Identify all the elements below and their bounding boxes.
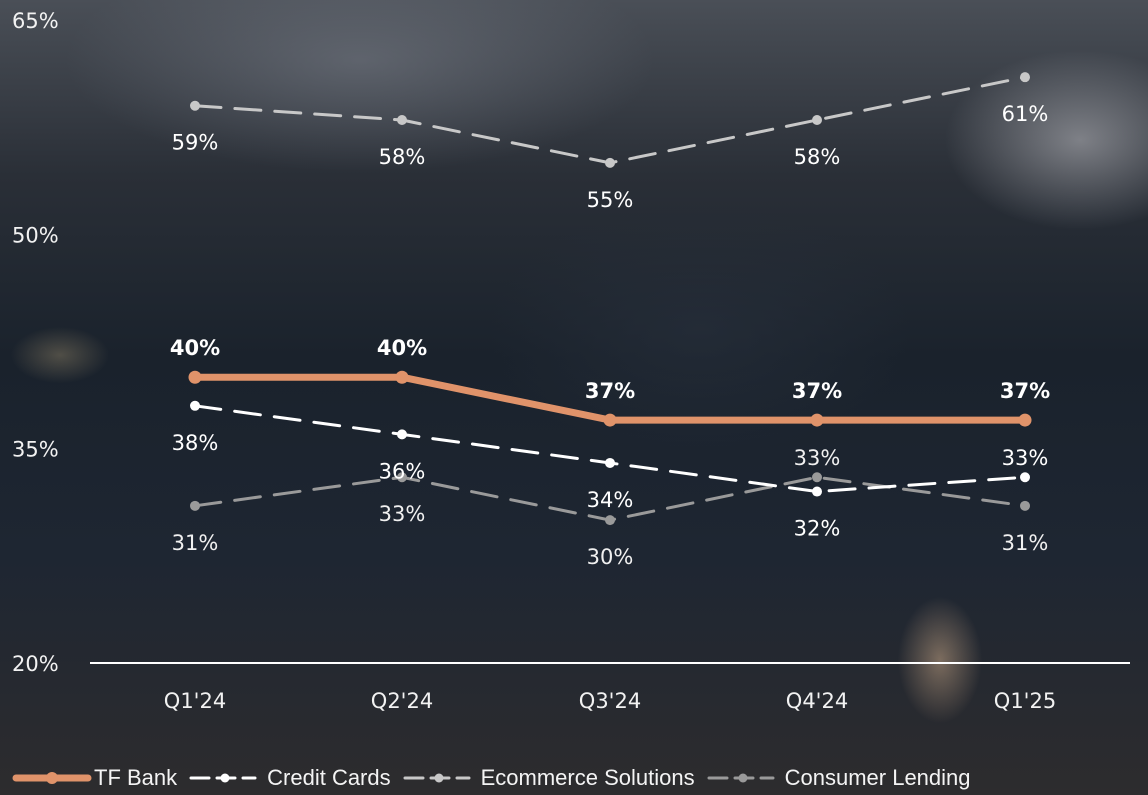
data-label-tf-bank: 37% — [585, 379, 635, 403]
data-label-tf-bank: 40% — [377, 336, 427, 360]
data-label-ecommerce-solutions: 61% — [1002, 102, 1049, 126]
data-point-ecommerce-solutions — [812, 115, 822, 126]
data-point-credit-cards — [1020, 472, 1030, 483]
data-point-tf-bank — [395, 370, 409, 384]
data-label-consumer-lending: 30% — [587, 545, 634, 569]
legend-marker — [434, 773, 444, 783]
data-point-tf-bank — [810, 413, 824, 427]
legend-item-ecommerce-solutions: Ecommerce Solutions — [399, 765, 695, 791]
legend-label: Consumer Lending — [784, 765, 971, 790]
data-label-ecommerce-solutions: 59% — [172, 131, 219, 155]
legend-item-credit-cards: Credit Cards — [185, 765, 391, 791]
data-labels: 59% 58% 55% 58% 61% 31% 33% 30% 33% 31% 38% 36% 34% 3… — [170, 102, 1050, 569]
legend-swatch-credit-cards — [189, 773, 257, 783]
x-tick-label: Q3'24 — [579, 689, 641, 713]
y-tick-label: 50% — [12, 223, 59, 247]
legend-swatch-consumer-lending — [707, 773, 775, 783]
data-point-consumer-lending — [605, 515, 615, 526]
series-layer — [188, 72, 1032, 526]
y-tick-label: 65% — [12, 9, 59, 33]
data-point-credit-cards — [397, 429, 407, 440]
data-label-tf-bank: 40% — [170, 336, 220, 360]
data-point-credit-cards — [190, 400, 200, 411]
data-label-ecommerce-solutions: 58% — [379, 145, 426, 169]
legend-label: Credit Cards — [267, 765, 391, 790]
data-label-credit-cards: 38% — [172, 431, 219, 455]
data-point-consumer-lending — [190, 500, 200, 511]
data-point-tf-bank — [188, 370, 202, 384]
y-tick-label: 20% — [12, 652, 59, 676]
data-label-credit-cards: 33% — [1002, 446, 1049, 470]
data-point-consumer-lending — [397, 472, 407, 483]
data-label-tf-bank: 37% — [792, 379, 842, 403]
x-tick-label: Q1'25 — [994, 689, 1056, 713]
data-point-tf-bank — [1018, 413, 1032, 427]
data-label-ecommerce-solutions: 58% — [794, 145, 841, 169]
data-point-ecommerce-solutions — [397, 115, 407, 126]
data-point-consumer-lending — [1020, 500, 1030, 511]
data-label-credit-cards: 32% — [794, 517, 841, 541]
x-tick-label: Q2'24 — [371, 689, 433, 713]
data-label-consumer-lending: 31% — [1002, 531, 1049, 555]
line-chart: 65% 50% 35% 20% Q1'24 Q2'24 Q3'24 Q4'24 Q1'25 5… — [12, 9, 1130, 713]
legend-swatch-ecommerce-solutions — [403, 773, 471, 783]
x-tick-label: Q1'24 — [164, 689, 226, 713]
x-axis: Q1'24 Q2'24 Q3'24 Q4'24 Q1'25 — [164, 689, 1056, 713]
data-label-credit-cards: 36% — [379, 459, 426, 483]
data-label-consumer-lending: 33% — [379, 502, 426, 526]
legend-marker — [220, 773, 230, 783]
data-point-ecommerce-solutions — [190, 100, 200, 111]
data-point-ecommerce-solutions — [605, 157, 615, 168]
legend-label: TF Bank — [94, 765, 178, 790]
data-label-consumer-lending: 31% — [172, 531, 219, 555]
legend-marker — [46, 772, 58, 784]
data-point-tf-bank — [603, 413, 617, 427]
data-label-consumer-lending: 33% — [794, 446, 841, 470]
x-tick-label: Q4'24 — [786, 689, 848, 713]
data-label-tf-bank: 37% — [1000, 379, 1050, 403]
data-point-ecommerce-solutions — [1020, 72, 1030, 83]
legend: TF Bank Credit Cards Ecommerce Solutions Co… — [12, 762, 979, 794]
y-axis: 65% 50% 35% 20% — [12, 9, 59, 676]
data-label-credit-cards: 34% — [587, 488, 634, 512]
data-point-credit-cards — [812, 486, 822, 497]
legend-marker — [738, 773, 748, 783]
series-line-ecommerce-solutions — [193, 75, 1027, 165]
data-label-ecommerce-solutions: 55% — [587, 188, 634, 212]
legend-label: Ecommerce Solutions — [480, 765, 695, 790]
legend-item-consumer-lending: Consumer Lending — [703, 765, 971, 791]
data-point-credit-cards — [605, 457, 615, 468]
data-point-consumer-lending — [812, 472, 822, 483]
legend-swatch-tf-bank — [12, 772, 92, 784]
legend-item-tf-bank: TF Bank — [12, 765, 177, 791]
y-tick-label: 35% — [12, 438, 59, 462]
